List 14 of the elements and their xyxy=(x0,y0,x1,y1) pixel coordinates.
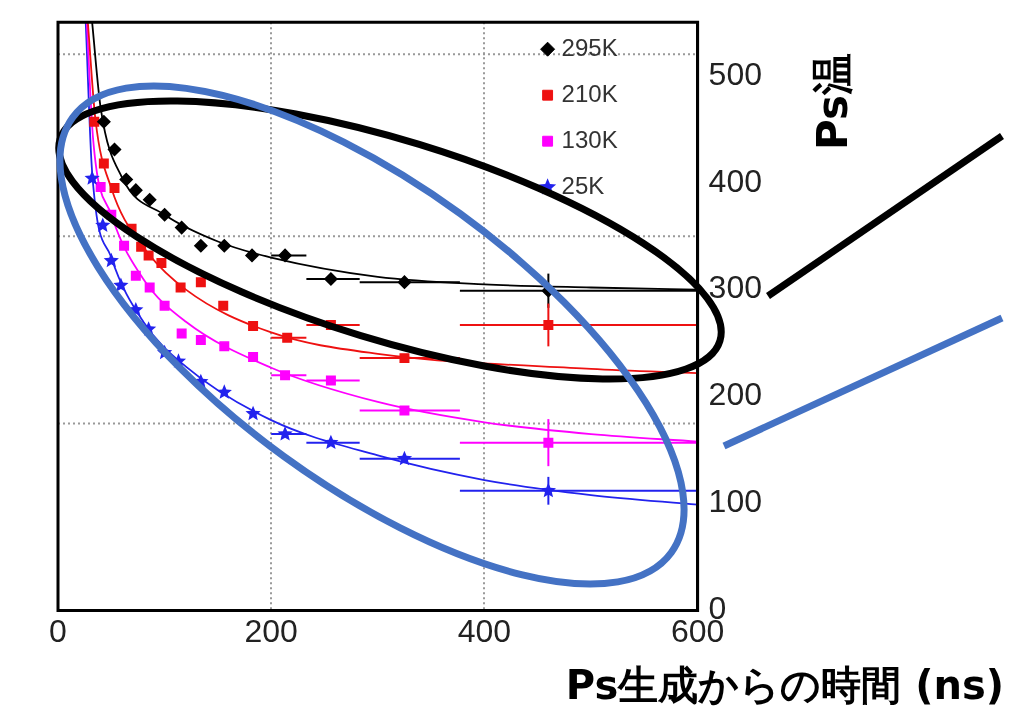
y-tick-label: 200 xyxy=(708,376,762,413)
y-tick-label: 500 xyxy=(708,55,762,92)
legend-label: 210K xyxy=(561,79,618,107)
x-tick-label: 400 xyxy=(457,612,512,649)
legend-label: 25K xyxy=(561,171,605,199)
x-tick-label: 200 xyxy=(244,612,298,649)
legend-label: 130K xyxy=(561,125,618,153)
x-axis-title: Ps生成からの時間 (ns) xyxy=(565,661,1004,710)
y-axis-title: Ps温 xyxy=(807,51,858,150)
x-tick-label: 0 xyxy=(49,612,67,649)
y-tick-label: 100 xyxy=(708,483,762,520)
y-tick-label: 400 xyxy=(708,162,762,199)
y-tick-label: 300 xyxy=(708,269,762,306)
legend-label: 295K xyxy=(561,33,618,61)
